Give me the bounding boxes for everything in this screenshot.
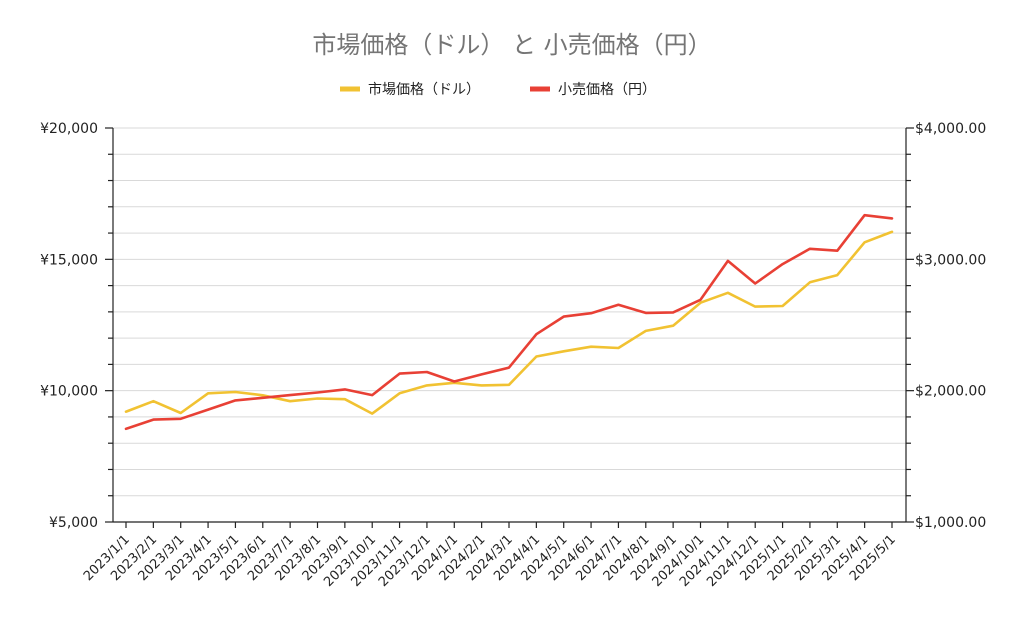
legend: 市場価格（ドル） 小売価格（円） <box>340 81 656 98</box>
right-tick-label: $1,000.00 <box>915 515 986 531</box>
series-layer <box>124 213 894 431</box>
right-tick-label: $3,000.00 <box>915 252 986 268</box>
axes: ¥5,000 ¥10,000 ¥15,000 ¥20,000 $1,000.00 $2,0… <box>40 121 986 590</box>
left-tick-label: ¥15,000 <box>40 252 98 268</box>
left-tick-label: ¥20,000 <box>40 121 98 137</box>
left-tick-label: ¥10,000 <box>40 384 98 400</box>
left-tick-label: ¥5,000 <box>49 515 98 531</box>
series-line <box>124 230 894 415</box>
chart-title: 市場価格（ドル） と 小売価格（円） <box>312 31 711 59</box>
right-tick-label: $2,000.00 <box>915 384 986 400</box>
legend-label: 市場価格（ドル） <box>368 81 480 98</box>
legend-label: 小売価格（円） <box>558 82 656 98</box>
grid-lines <box>113 127 906 497</box>
right-tick-label: $4,000.00 <box>915 121 986 137</box>
series-line <box>124 213 894 431</box>
